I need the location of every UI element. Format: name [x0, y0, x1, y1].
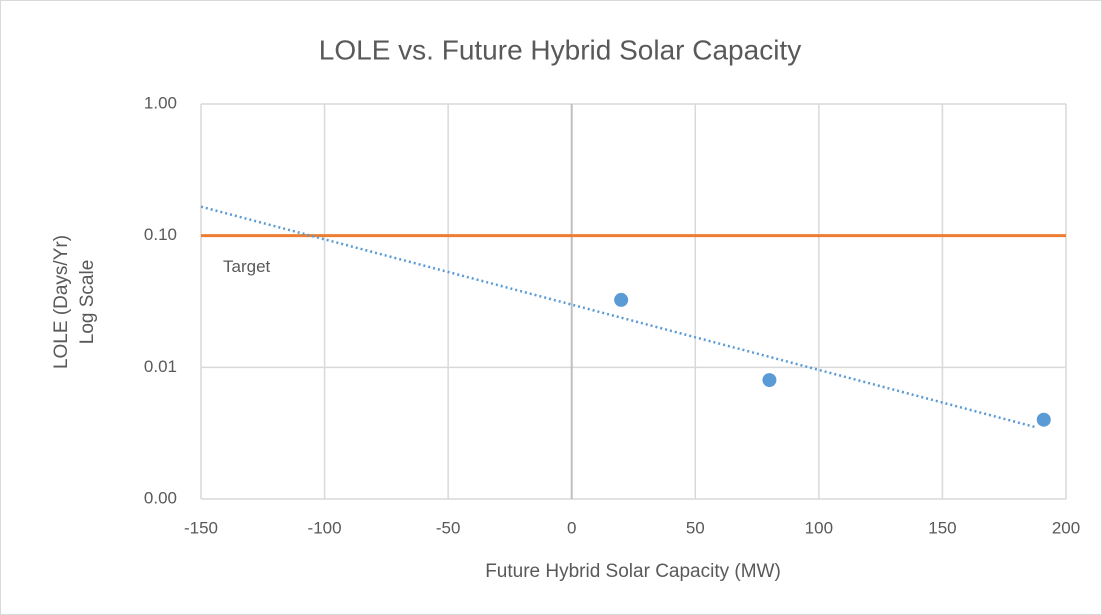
x-tick-label: 0: [567, 518, 576, 537]
x-tick-label: 150: [928, 518, 956, 537]
chart-title: LOLE vs. Future Hybrid Solar Capacity: [319, 34, 801, 65]
y-tick-label: 1.00: [144, 93, 177, 112]
y-axis-title-line: Log Scale: [77, 260, 98, 345]
annotation: Target: [223, 257, 271, 276]
data-point: [614, 292, 629, 307]
trendline: [200, 205, 1037, 429]
y-tick-label: 0.00: [144, 488, 177, 507]
x-tick-label: 50: [686, 518, 705, 537]
x-tick-label: -150: [184, 518, 218, 537]
y-axis-title-line: LOLE (Days/Yr): [51, 235, 72, 369]
data-point: [762, 373, 777, 388]
data-point: [1036, 412, 1051, 427]
y-axis-title: LOLE (Days/Yr) Log Scale: [51, 235, 98, 369]
x-tick-label: -50: [436, 518, 461, 537]
y-tick-label: 0.10: [144, 225, 177, 244]
x-tick-label: 100: [805, 518, 833, 537]
x-axis-title: Future Hybrid Solar Capacity (MW): [485, 561, 781, 582]
x-tick-label: -100: [308, 518, 342, 537]
y-tick-label: 0.01: [144, 357, 177, 376]
x-tick-label: 200: [1052, 518, 1080, 537]
